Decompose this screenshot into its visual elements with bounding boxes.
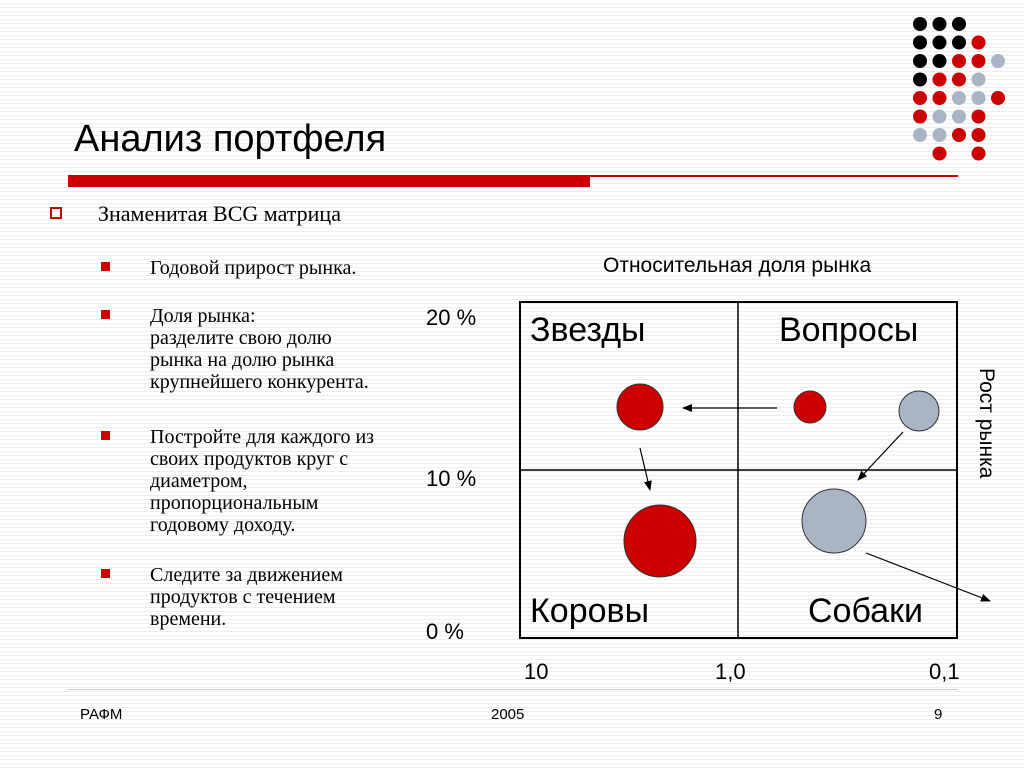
product-circle-dog [801, 488, 867, 554]
decorative-dot [932, 72, 947, 87]
decorative-dot [952, 128, 966, 142]
y-tick-0: 0 % [426, 619, 464, 644]
product-circle-cow [623, 504, 697, 578]
decorative-dot [971, 109, 986, 124]
title-underline-bar [68, 175, 590, 187]
y-tick-20: 20 % [426, 305, 477, 330]
decorative-dot [913, 72, 927, 87]
decorative-dot [932, 91, 947, 105]
decorative-dot [913, 91, 927, 105]
movement-arrow-question-to-dog [857, 431, 904, 481]
hollow-square-bullet-icon [50, 207, 62, 219]
decorative-dot [971, 54, 986, 68]
x-tick-0-1: 0,1 [929, 659, 960, 684]
decorative-dot [913, 54, 927, 68]
sub-bullet-4: Следите за движением продуктов с течение… [150, 564, 343, 630]
decorative-dot [952, 35, 966, 50]
y-axis-title: Рост рынка [975, 368, 998, 479]
x-tick-1: 1,0 [715, 659, 746, 684]
decorative-dot [932, 146, 947, 161]
slide-number: 9 [934, 706, 943, 723]
footer-left-text: РАФМ [80, 706, 123, 723]
title-underline-thin [590, 175, 958, 177]
decorative-dot [913, 35, 927, 50]
sub-bullet-2: Доля рынка: разделите свою долю рынка на… [150, 305, 369, 393]
product-circle-question-gray [898, 390, 940, 432]
product-circle-star [616, 383, 664, 431]
sub-bullet-1: Годовой прирост рынка. [150, 257, 357, 279]
decorative-dot [991, 91, 1005, 105]
decorative-dot [913, 17, 927, 31]
decorative-dot [971, 72, 986, 87]
footer-year: 2005 [491, 706, 525, 723]
decorative-dot [952, 91, 966, 105]
quadrant-label-dogs: Собаки [808, 592, 923, 630]
decorative-dot [932, 54, 947, 68]
quadrant-label-cows: Коровы [530, 592, 650, 630]
decorative-dot [971, 128, 986, 142]
decorative-dot [913, 128, 927, 142]
sub-bullet-3: Постройте для каждого из своих продуктов… [150, 426, 375, 536]
square-bullet-icon [101, 569, 110, 578]
decorative-dot [971, 35, 986, 50]
slide-title: Анализ портфеля [74, 118, 387, 160]
square-bullet-icon [101, 310, 110, 319]
matrix-frame [519, 301, 958, 639]
main-bullet-text: Знаменитая BCG матрица [98, 201, 341, 226]
decorative-dot [971, 146, 986, 161]
quadrant-label-stars: Звезды [530, 311, 646, 349]
decorative-dot [913, 109, 927, 124]
decorative-dot-grid [913, 17, 1005, 161]
decorative-dot [932, 128, 947, 142]
decorative-dot [991, 54, 1005, 68]
decorative-dot [971, 91, 986, 105]
decorative-dot [932, 17, 947, 31]
decorative-dot [952, 54, 966, 68]
decorative-dot [932, 109, 947, 124]
x-tick-10: 10 [524, 659, 549, 684]
decorative-dot [952, 72, 966, 87]
footer-divider [68, 689, 958, 690]
decorative-dot [952, 17, 966, 31]
x-axis-title: Относительная доля рынка [603, 254, 872, 277]
movement-arrow-star-to-cow [639, 447, 652, 491]
square-bullet-icon [101, 262, 110, 271]
square-bullet-icon [101, 431, 110, 440]
decorative-dot [932, 35, 947, 50]
quadrant-label-questions: Вопросы [779, 311, 919, 349]
decorative-dot [952, 109, 966, 124]
product-circle-question [793, 390, 827, 424]
y-tick-10: 10 % [426, 466, 477, 491]
